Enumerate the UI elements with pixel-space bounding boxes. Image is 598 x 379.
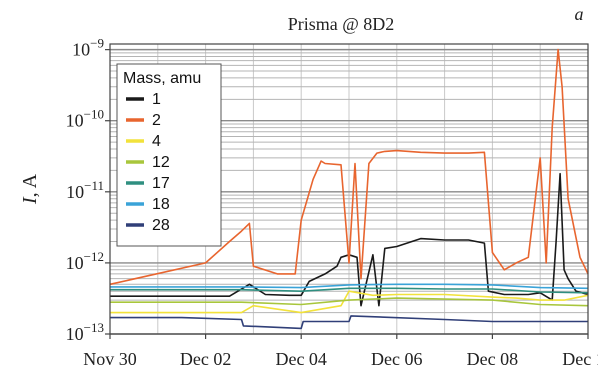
series-line-4: [110, 290, 589, 314]
y-tick-label-base: 10: [66, 111, 84, 131]
y-tick-label-base: 10: [66, 324, 84, 344]
y-tick-label: 10−11: [66, 178, 104, 202]
legend-label-1: 1: [152, 91, 161, 108]
x-tick-label: Dec 10: [562, 349, 598, 369]
y-tick-label-exponent: −11: [84, 178, 104, 193]
legend-label-2: 2: [152, 112, 161, 129]
y-axis-label: I, A: [19, 173, 41, 205]
x-tick-label: Dec 08: [467, 349, 518, 369]
y-tick-label: 10−12: [66, 249, 104, 273]
y-tick-label-exponent: −12: [84, 249, 104, 264]
legend-label-18: 18: [152, 196, 170, 213]
x-tick-label: Dec 04: [275, 349, 326, 369]
x-tick-label: Dec 06: [371, 349, 422, 369]
y-axis-label-unit: , A: [19, 173, 41, 197]
plot-frame: [109, 43, 589, 335]
series-line-17: [110, 287, 589, 294]
y-tick-label-exponent: −10: [84, 107, 104, 122]
series-line-12: [110, 297, 589, 307]
series-line-2: [109, 48, 589, 286]
y-tick-label-base: 10: [66, 182, 84, 202]
legend-label-28: 28: [152, 217, 170, 234]
legend-box: [116, 63, 222, 247]
y-tick-label: 10−13: [66, 320, 104, 344]
y-tick-label-base: 10: [66, 253, 84, 273]
panel-label: a: [575, 4, 584, 24]
x-axis: Nov 30 Dec 02 Dec 04 Dec 06 Dec 08 Dec 10: [83, 334, 598, 369]
y-tick-label-exponent: −9: [90, 36, 104, 51]
chart-title: Prisma @ 8D2: [288, 14, 395, 34]
legend-label-4: 4: [152, 133, 161, 150]
y-tick-label: 10−10: [66, 107, 104, 131]
legend-label-17: 17: [152, 175, 170, 192]
y-tick-label-exponent: −13: [84, 320, 104, 335]
legend-label-12: 12: [152, 154, 170, 171]
legend-title: Mass, amu: [123, 70, 201, 87]
y-axis-label-symbol: I: [19, 196, 41, 205]
x-tick-label: Nov 30: [83, 349, 137, 369]
plot-series: [109, 48, 589, 330]
y-tick-label: 10−9: [72, 36, 104, 60]
x-tick-label: Dec 02: [180, 349, 231, 369]
y-tick-label-base: 10: [72, 40, 90, 60]
series-line-18: [110, 283, 589, 290]
series-line-28: [110, 315, 588, 330]
